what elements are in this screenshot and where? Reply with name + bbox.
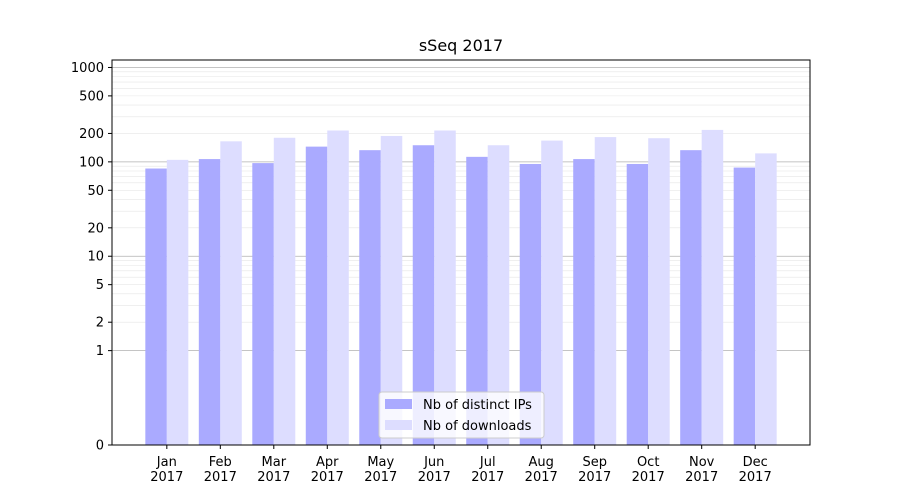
bar-distinct-ips [466,156,488,445]
y-tick-label: 2 [96,316,104,331]
bar-downloads [594,137,617,446]
legend-swatch [385,399,412,409]
y-tick-label: 200 [79,127,104,142]
x-tick-label: Aug [529,455,554,470]
y-axis: 0 1 2 5 10 20 50 100 200 500 1000 [71,61,112,454]
bar-distinct-ips [145,168,167,445]
bar-distinct-ips [252,163,274,445]
y-tick-label: 50 [87,184,104,199]
x-tick-label: Jul [479,455,496,470]
bar-distinct-ips [519,163,542,445]
x-tick-label: 2017 [739,470,772,485]
x-tick-label: 2017 [578,470,611,485]
bar-distinct-ips [359,150,381,445]
x-tick-label: Dec [743,455,768,470]
y-tick-label: 1000 [71,61,104,76]
y-tick-label: 5 [96,278,104,293]
x-tick-label: Apr [316,455,339,470]
bar-downloads [701,129,724,446]
x-tick-label: May [367,455,394,470]
x-tick-label: 2017 [471,470,504,485]
bar-downloads [327,130,349,446]
bar-downloads [648,138,670,445]
bar-distinct-ips [626,163,649,445]
y-tick-label: 100 [79,155,104,170]
x-tick-label: 2017 [364,470,397,485]
y-tick-label: 0 [96,439,104,454]
bar-downloads [755,153,777,445]
bar-downloads [273,137,296,445]
bar-downloads [541,140,563,445]
bar-distinct-ips [680,150,702,445]
bar-downloads [220,141,242,446]
legend-label: Nb of downloads [423,419,532,434]
plot-frame [111,59,811,446]
bar-downloads [166,159,189,446]
x-tick-label: 2017 [150,470,183,485]
bar-downloads [380,135,403,445]
x-tick-label: 2017 [204,470,237,485]
chart-title: sSeq 2017 [419,36,503,55]
x-tick-label: 2017 [525,470,558,485]
x-tick-label: Nov [689,455,715,470]
bar-downloads [434,130,456,446]
x-tick-label: 2017 [257,470,290,485]
x-tick-label: Jan [156,455,177,470]
bar-distinct-ips [733,167,756,445]
y-tick-label: 20 [87,221,104,236]
x-tick-label: Oct [637,455,659,470]
bar-distinct-ips [573,159,595,445]
legend-swatch [385,420,412,430]
x-tick-label: Mar [262,455,287,470]
x-tick-label: Feb [209,455,232,470]
x-tick-label: 2017 [311,470,344,485]
legend: Nb of distinct IPs Nb of downloads [378,391,545,439]
bars [145,129,777,446]
legend-box [378,391,545,439]
x-tick-label: 2017 [632,470,665,485]
x-axis: Jan2017Feb2017Mar2017Apr2017May2017Jun20… [150,445,772,485]
y-tick-label: 10 [87,250,104,265]
legend-label: Nb of distinct IPs [423,398,532,413]
x-tick-label: 2017 [418,470,451,485]
bar-downloads [487,145,510,445]
y-tick-label: 500 [79,89,104,104]
x-tick-label: Sep [582,455,607,470]
x-tick-label: 2017 [685,470,718,485]
x-tick-label: Jun [423,455,444,470]
y-tick-label: 1 [96,344,104,359]
bar-distinct-ips [412,145,435,445]
bar-distinct-ips [198,159,221,445]
bar-distinct-ips [305,146,328,445]
